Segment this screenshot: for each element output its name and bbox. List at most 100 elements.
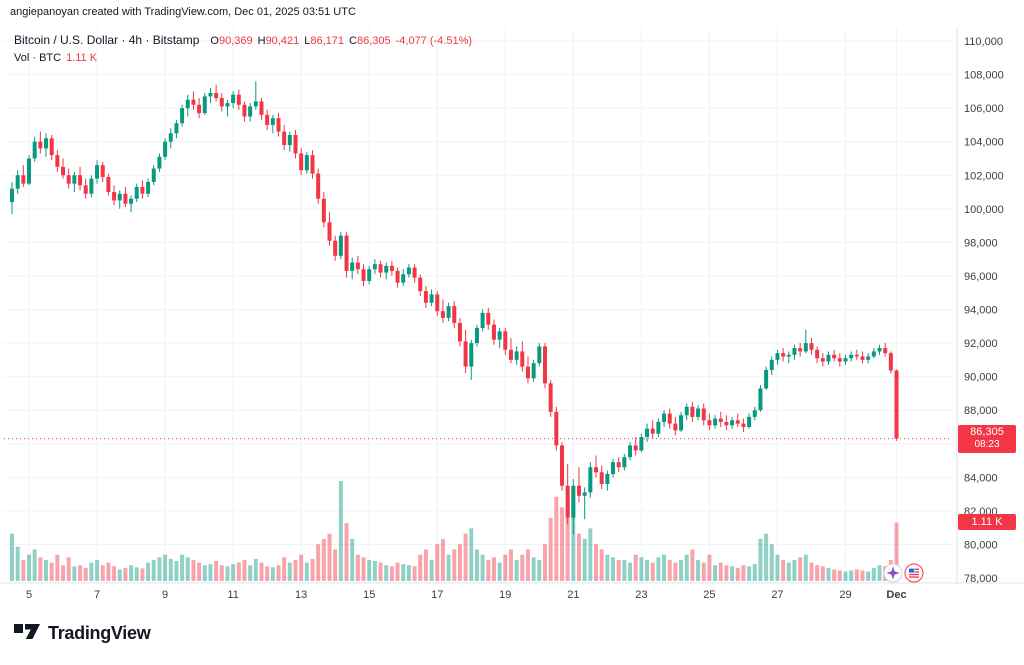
candle-body	[741, 423, 746, 427]
candle-body	[849, 354, 854, 359]
volume-bar	[66, 557, 71, 581]
open-label: O	[210, 35, 219, 47]
volume-bar	[321, 538, 326, 581]
candle-body	[571, 485, 576, 518]
candle-body	[843, 358, 848, 362]
volume-bar	[628, 562, 633, 581]
volume-bar	[299, 554, 304, 581]
volume-bar	[764, 533, 769, 581]
candle-body	[775, 353, 780, 360]
time-axis-label: Dec	[886, 589, 906, 601]
candle-body	[412, 267, 417, 278]
candlestick-chart[interactable]: 110,000 108,000 106,000 104,000 102,000 100,0…	[0, 0, 1024, 608]
candle-body	[236, 94, 241, 105]
volume-badge: 1.11 K	[958, 514, 1016, 530]
volume-bar	[871, 567, 876, 581]
symbol-title[interactable]: Bitcoin / U.S. Dollar · 4h · Bitstamp	[14, 33, 200, 47]
volume-bar	[537, 559, 542, 581]
time-axis-label: 11	[227, 589, 238, 601]
candle-body	[588, 467, 593, 493]
volume-bar	[100, 565, 105, 581]
candle-body	[44, 138, 49, 149]
change-value: -4,077 (-4.51%)	[395, 35, 473, 47]
volume-label: Vol · BTC	[14, 52, 62, 64]
volume-bar	[548, 517, 553, 581]
candle-body	[673, 423, 678, 431]
tradingview-logo-icon	[14, 622, 41, 645]
candle-body	[49, 138, 54, 156]
candle-body	[83, 185, 88, 194]
volume-bar	[202, 565, 207, 581]
candle-body	[854, 354, 859, 357]
candle-body	[639, 437, 644, 451]
candle-body	[389, 265, 394, 271]
price-axis-label: 100,000	[964, 204, 1004, 216]
candle-body	[151, 168, 156, 182]
flag-marker-icon[interactable]	[904, 563, 924, 583]
candle-body	[525, 366, 530, 379]
volume-bar	[724, 565, 729, 581]
volume-bar	[15, 546, 20, 581]
volume-bar	[265, 566, 270, 581]
price-axis-label: 102,000	[964, 170, 1004, 182]
volume-bar	[236, 562, 241, 581]
candle-body	[696, 408, 701, 417]
volume-bar	[163, 554, 168, 581]
candle-body	[157, 156, 162, 169]
time-axis-label: 27	[771, 589, 783, 601]
price-axis-label: 96,000	[964, 271, 998, 283]
volume-bar	[707, 554, 712, 581]
candle-body	[764, 369, 769, 389]
candle-body	[27, 158, 32, 184]
volume-bar	[457, 544, 462, 581]
volume-bar	[514, 559, 519, 581]
volume-bar	[214, 561, 219, 581]
volume-value: 1.11 K	[66, 52, 98, 64]
candle-body	[480, 312, 485, 328]
price-axis-label: 90,000	[964, 372, 998, 384]
volume-bar	[605, 554, 610, 581]
high-value: 90,421	[265, 35, 300, 47]
candle-body	[514, 351, 519, 360]
candle-body	[656, 421, 661, 434]
tradingview-logo-text: TradingView	[48, 623, 151, 643]
volume-bar	[849, 570, 854, 581]
candle-body	[225, 103, 230, 107]
time-axis-label: 17	[431, 589, 443, 601]
time-axis[interactable]	[0, 583, 957, 605]
candle-body	[758, 388, 763, 411]
candle-body	[310, 155, 315, 174]
candle-body	[497, 331, 502, 340]
candle-body	[185, 99, 190, 109]
candle-body	[10, 188, 14, 203]
candle-body	[781, 353, 786, 357]
candle-body	[486, 312, 491, 325]
time-axis-label: 7	[94, 589, 100, 601]
candle-body	[577, 485, 581, 496]
candle-body	[202, 96, 207, 114]
tradingview-logo[interactable]: TradingView	[14, 622, 151, 645]
candle-body	[214, 93, 219, 99]
candle-body	[832, 354, 837, 359]
candle-body	[866, 356, 871, 360]
candle-body	[611, 462, 616, 474]
volume-bar	[735, 567, 740, 581]
candle-body	[100, 165, 105, 177]
candle-body	[168, 133, 173, 142]
candle-body	[21, 175, 26, 184]
volume-bar	[197, 562, 202, 581]
price-axis-label: 110,000	[964, 36, 1003, 48]
volume-bar	[310, 558, 315, 581]
volume-bar	[429, 559, 434, 581]
candle-body	[820, 358, 825, 362]
volume-bar	[208, 564, 213, 581]
candle-body	[248, 106, 253, 117]
candle-body	[616, 462, 621, 468]
spark-marker-icon[interactable]	[883, 563, 903, 583]
volume-bar	[758, 538, 763, 581]
candle-body	[622, 457, 627, 468]
price-axis[interactable]	[957, 28, 1024, 583]
candle-body	[503, 331, 508, 350]
candle-body	[38, 141, 43, 149]
bar-countdown: 08:23	[974, 439, 1000, 450]
